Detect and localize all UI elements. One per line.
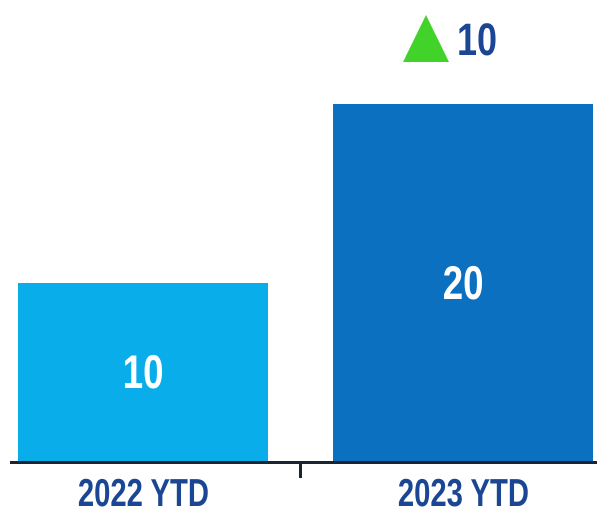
- x-axis-tick: [299, 461, 302, 478]
- bar-2022-ytd: 10: [18, 282, 268, 461]
- delta-annotation: 10: [403, 15, 507, 62]
- x-axis-label-2023-text: 2023 YTD: [397, 472, 529, 515]
- x-axis-label-2023: 2023 YTD: [333, 474, 593, 513]
- bar-2023-ytd: 20: [333, 104, 593, 461]
- bar-value-label-2023: 20: [442, 256, 484, 309]
- bar-value-label-2022: 10: [122, 345, 164, 399]
- delta-value: 10: [457, 14, 498, 65]
- x-axis-label-2022-text: 2022 YTD: [77, 472, 209, 515]
- increase-triangle-icon: [403, 15, 449, 62]
- x-axis-line: [10, 461, 597, 464]
- x-axis-label-2022: 2022 YTD: [18, 474, 268, 513]
